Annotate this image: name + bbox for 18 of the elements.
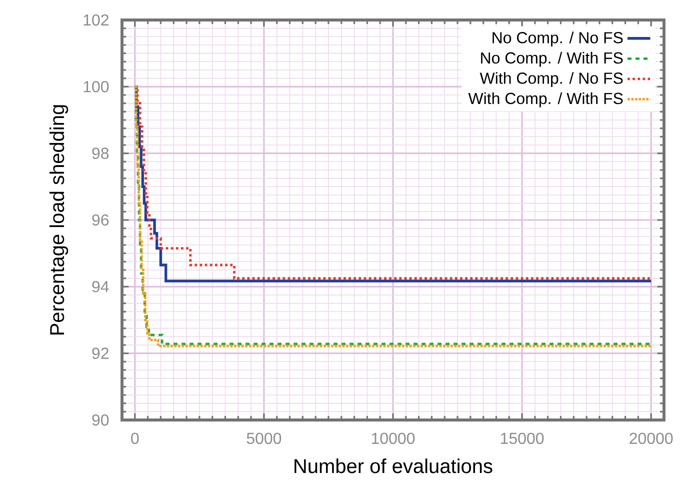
legend-label: With Comp. / With FS	[468, 92, 623, 108]
y-tick-label: 96	[92, 214, 109, 226]
x-tick-label: 20000	[630, 432, 673, 444]
y-tick-label: 98	[92, 148, 109, 159]
y-tick-label: 92	[92, 348, 108, 359]
legend-label: No Comp. / No FS	[492, 32, 623, 47]
x-tick-label: 0	[131, 432, 139, 444]
y-tick-label: 94	[92, 281, 109, 292]
legend-label: With Comp. / No FS	[480, 72, 623, 88]
x-axis-title: Number of evaluations	[294, 458, 492, 474]
legend-label: No Comp. / With FS	[481, 52, 623, 67]
y-tick-label: 100	[84, 81, 109, 92]
x-tick-label: 15000	[501, 432, 544, 444]
y-axis-title: Percentage load shedding	[49, 105, 68, 335]
x-tick-label: 5000	[246, 432, 282, 444]
y-tick-label: 102	[84, 14, 108, 26]
y-tick-label: 90	[92, 414, 109, 426]
x-tick-label: 10000	[372, 432, 415, 444]
